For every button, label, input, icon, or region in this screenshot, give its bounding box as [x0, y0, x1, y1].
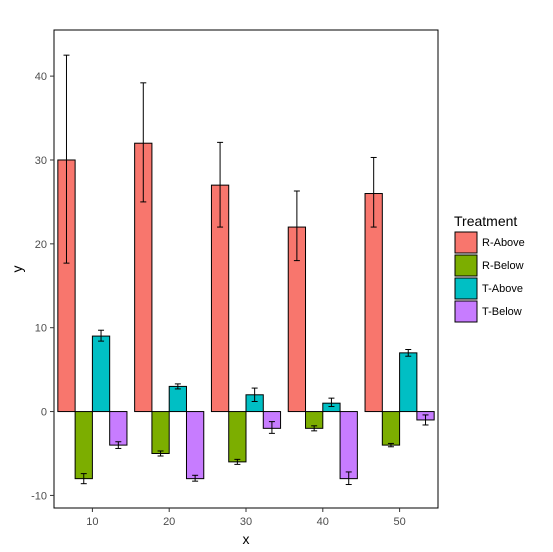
error-bar — [98, 329, 105, 342]
error-bar — [268, 421, 275, 434]
legend-swatch-r-above — [454, 231, 478, 254]
legend-label: R-Above — [482, 237, 525, 249]
error-bar — [328, 397, 335, 408]
error-bar — [311, 425, 318, 432]
error-bar — [422, 414, 429, 426]
x-tick-label: 40 — [317, 516, 329, 528]
error-bar — [345, 471, 352, 486]
error-bar — [157, 450, 164, 457]
x-tick-label: 30 — [240, 516, 252, 528]
bar-t-above — [91, 335, 111, 413]
error-bar — [234, 458, 241, 465]
x-tick-label: 20 — [163, 516, 175, 528]
legend-label: T-Below — [482, 306, 522, 318]
error-bar — [80, 473, 87, 485]
legend-label: R-Below — [482, 260, 524, 272]
bar-t-above — [399, 352, 418, 413]
x-axis: 10 20 30 40 50 — [86, 508, 406, 528]
bars — [57, 142, 435, 480]
error-bars — [63, 54, 429, 486]
error-bar — [217, 141, 224, 228]
y-tick-label: 10 — [35, 323, 47, 335]
error-bar — [293, 190, 300, 262]
bar-r-below — [151, 411, 170, 454]
y-axis-title: y — [9, 266, 25, 273]
bar-r-below — [74, 411, 93, 480]
bar-t-below — [185, 411, 205, 480]
bar-t-below — [109, 411, 128, 446]
error-bar — [63, 54, 70, 264]
y-tick-label: -10 — [31, 490, 47, 502]
error-bar — [174, 383, 181, 390]
bar-t-above — [168, 385, 187, 413]
error-bar — [140, 82, 147, 203]
y-tick-label: 30 — [35, 155, 47, 167]
x-axis-title: x — [243, 531, 250, 547]
error-bar — [115, 441, 122, 449]
error-bar — [251, 387, 258, 402]
legend-swatch-t-below — [454, 300, 478, 323]
x-tick-label: 10 — [86, 516, 98, 528]
legend-swatch-r-below — [454, 254, 478, 277]
legend-label: T-Above — [482, 283, 523, 295]
x-tick-label: 50 — [393, 516, 405, 528]
error-bar — [387, 442, 394, 448]
error-bar — [405, 349, 412, 357]
error-bar — [370, 156, 377, 228]
legend-title: Treatment — [454, 213, 517, 229]
error-bar — [192, 474, 199, 482]
y-axis: -10 0 10 20 30 40 — [31, 71, 54, 502]
legend-swatch-t-above — [454, 277, 478, 300]
bar-r-below — [228, 411, 247, 463]
y-tick-label: 40 — [35, 71, 47, 83]
bar-t-below — [339, 411, 358, 480]
y-tick-label: 0 — [41, 407, 47, 419]
y-tick-label: 20 — [35, 239, 47, 251]
legend: Treatment R-Above R-Below T-Above T-Below — [454, 213, 525, 323]
bar-r-below — [381, 411, 401, 446]
